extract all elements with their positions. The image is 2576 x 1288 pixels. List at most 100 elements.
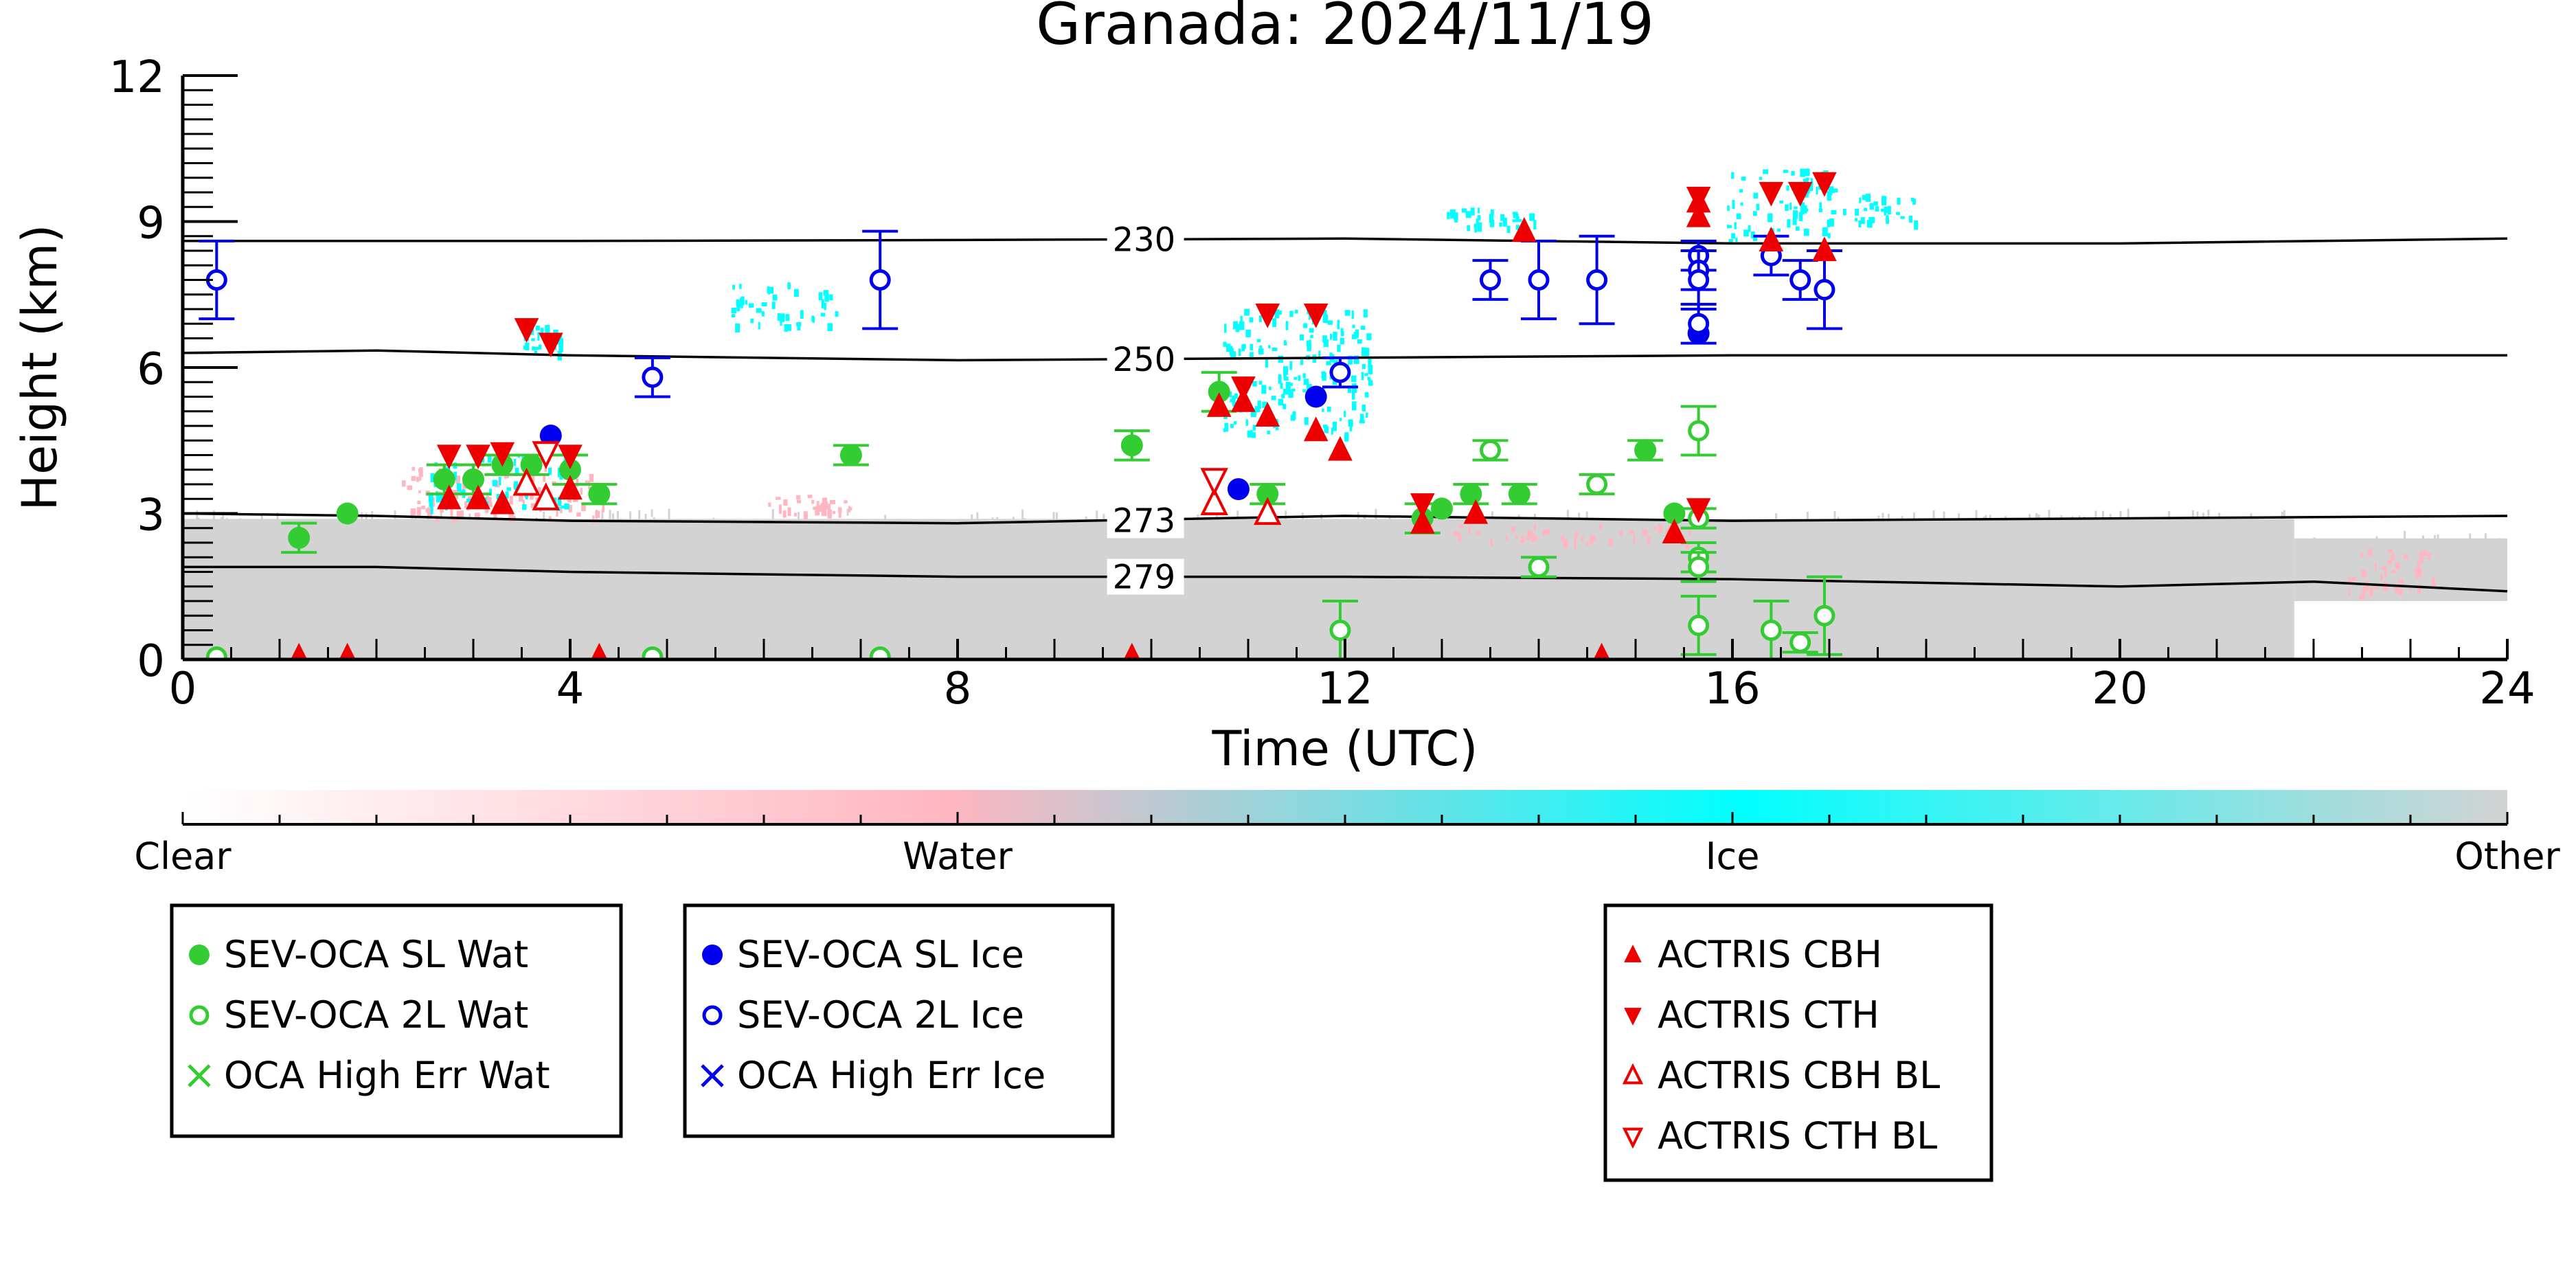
cloud-speckle: [361, 512, 363, 526]
cloud-speckle: [456, 482, 459, 490]
cloud-speckle: [1524, 538, 1526, 552]
legend-marker: [1622, 1127, 1644, 1149]
cloud-speckle: [1882, 512, 1884, 533]
cloud-speckle: [428, 493, 433, 502]
cloud-speckle: [1247, 531, 1250, 544]
isotherm-layer: 230 250 273 279: [182, 221, 2508, 597]
cloud-speckle: [1618, 532, 1620, 542]
cloud-speckle: [1736, 213, 1741, 220]
cloud-speckle: [2380, 574, 2383, 581]
cloud-speckle: [2004, 516, 2007, 527]
y-axis-label: Height (km): [12, 225, 68, 511]
cloud-speckle: [2359, 594, 2364, 600]
cloud-speckle: [1914, 220, 1919, 230]
y-tick-label: 3: [137, 490, 165, 541]
cloud-speckle: [832, 510, 836, 515]
cloud-speckle: [1590, 535, 1596, 541]
cloud-speckle: [488, 545, 490, 558]
cloud-speckle: [513, 458, 517, 466]
cloud-speckle: [821, 519, 824, 532]
cloud-speckle: [1563, 539, 1568, 549]
cloud-speckle: [909, 536, 912, 556]
cloud-speckle: [2424, 563, 2426, 579]
cloud-speckle: [2185, 547, 2188, 556]
cloud-speckle: [1727, 205, 1730, 211]
cloud-speckle: [534, 350, 538, 354]
cloud-speckle: [543, 512, 545, 523]
cloud-speckle: [1344, 432, 1349, 442]
cloud-speckle: [1348, 419, 1353, 427]
data-point: [1789, 631, 1811, 653]
cloud-speckle: [2044, 534, 2046, 554]
cloud-speckle: [1515, 216, 1519, 221]
cloud-speckle: [1710, 531, 1713, 542]
cloud-speckle: [1285, 381, 1291, 391]
cloud-speckle: [1855, 208, 1860, 216]
cloud-speckle: [1738, 543, 1741, 556]
cloud-speckle: [1511, 542, 1514, 552]
cloud-speckle: [768, 502, 771, 507]
cloud-speckle: [996, 517, 999, 532]
cloud-speckle: [1871, 540, 1874, 553]
cloud-speckle: [880, 536, 883, 554]
cloud-speckle: [2432, 553, 2435, 565]
cloud-speckle: [1799, 212, 1803, 222]
cloud-speckle: [1120, 548, 1123, 562]
cloud-speckle: [2483, 548, 2486, 567]
cloud-speckle: [1570, 528, 1572, 539]
cloud-speckle: [411, 466, 416, 471]
cloud-speckle: [1049, 549, 1052, 560]
cloud-speckle: [2214, 538, 2217, 554]
cloud-speckle: [499, 476, 501, 486]
data-point: [339, 642, 356, 659]
legends: SEV-OCA SL Wat SEV-OCA 2L Wat OCA High Err…: [170, 903, 1993, 1182]
cloud-speckle: [1759, 177, 1763, 181]
cloud-speckle: [2285, 530, 2288, 540]
cloud-speckle: [514, 481, 519, 490]
cloud-speckle: [226, 546, 229, 563]
cloud-speckle: [1824, 537, 1827, 555]
cloud-speckle: [2004, 534, 2007, 551]
data-point: [1303, 303, 1329, 328]
cloud-speckle: [1982, 516, 1985, 534]
cloud-speckle: [1309, 328, 1314, 333]
cloud-speckle: [1294, 309, 1298, 314]
cloud-speckle: [230, 544, 233, 561]
cloud-speckle: [1257, 400, 1261, 409]
cloud-speckle: [835, 311, 839, 317]
cloud-speckle: [1269, 386, 1272, 390]
cloud-speckle: [1805, 177, 1809, 181]
cloud-speckle: [1458, 532, 1462, 543]
cloud-speckle: [721, 534, 723, 546]
cloud-speckle: [1430, 525, 1434, 530]
cloud-speckle: [800, 310, 804, 319]
cloud-speckle: [1232, 402, 1236, 407]
cloud-speckle: [2283, 510, 2285, 519]
cloud-speckle: [2101, 519, 2104, 534]
data-point: [1200, 468, 1228, 496]
cloud-speckle: [1461, 208, 1467, 213]
legend-marker: [188, 1064, 211, 1087]
cloud-speckle: [750, 318, 754, 324]
cloud-speckle: [838, 510, 841, 518]
cloud-speckle: [1351, 392, 1355, 400]
cloud-speckle: [2313, 537, 2316, 553]
cloud-speckle: [572, 543, 574, 555]
cloud-speckle: [1903, 521, 1906, 538]
cloud-speckle: [1827, 191, 1833, 196]
data-point: [512, 467, 541, 496]
cloud-speckle: [1278, 398, 1284, 406]
cloud-speckle: [1332, 421, 1337, 431]
y-tick-label: 12: [109, 52, 165, 103]
cloud-speckle: [1349, 426, 1353, 431]
tick-layer: 0 4 8 12 16 20 24 0 3 6 9 12: [109, 52, 2535, 714]
cloud-speckle: [1361, 372, 1364, 381]
cloud-speckle: [796, 499, 801, 504]
data-point: [1812, 172, 1837, 197]
cloud-speckle: [1223, 341, 1227, 347]
cloud-speckle: [1363, 515, 1366, 528]
cloud-speckle: [1254, 406, 1261, 413]
cloud-speckle: [741, 304, 743, 308]
legend-label: ACTRIS CTH BL: [1658, 1114, 1937, 1157]
cloud-speckle: [1925, 546, 1928, 564]
